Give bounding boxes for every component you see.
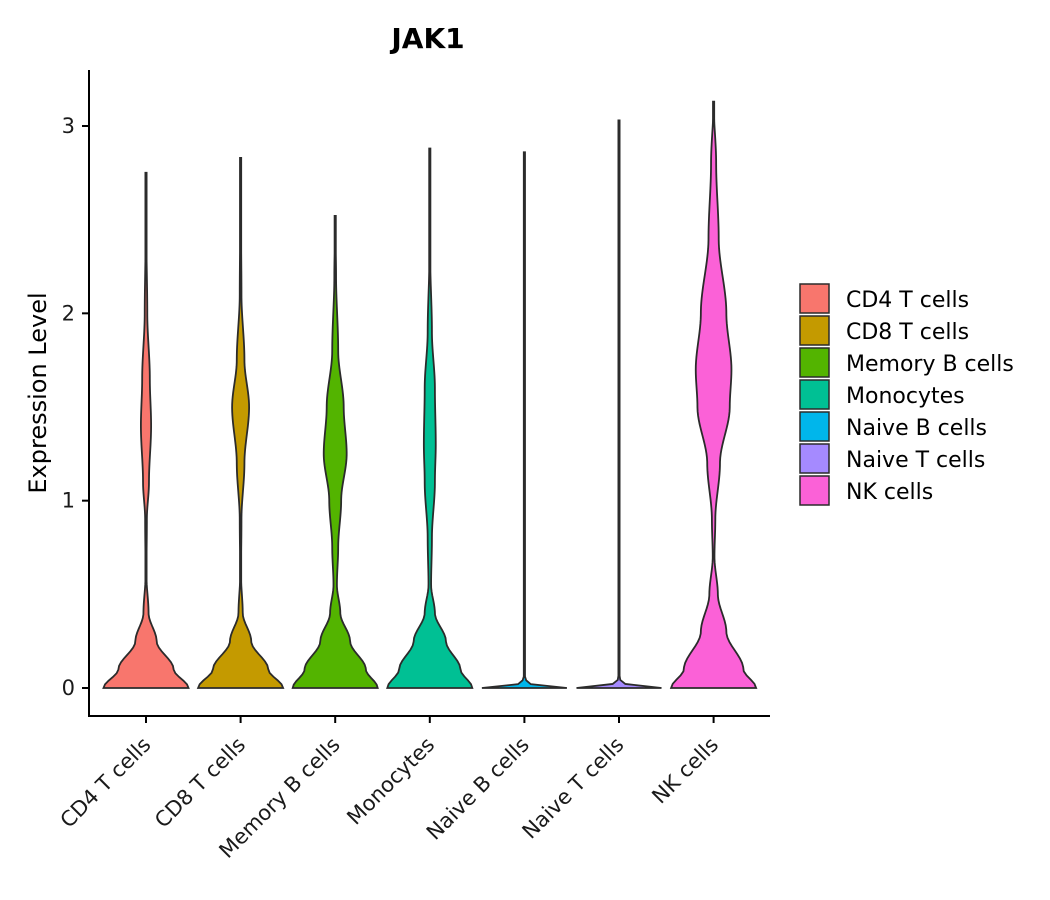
y-axis-title: Expression Level xyxy=(24,292,52,493)
y-tick-label: 0 xyxy=(62,676,75,700)
violin-naive-t-cells xyxy=(576,119,662,689)
x-tick-label-cd4-t-cells: CD4 T cells xyxy=(56,733,156,833)
chart-title: JAK1 xyxy=(389,22,464,55)
violin-monocytes xyxy=(386,147,474,689)
violin-nk-cells xyxy=(669,100,758,689)
x-tick-label-cd8-t-cells: CD8 T cells xyxy=(150,733,250,833)
violin-layer xyxy=(102,100,758,689)
legend: CD4 T cells CD8 T cells Memory B cells Mono… xyxy=(799,283,1014,506)
violin-memory-b-cells xyxy=(291,215,379,689)
legend-label-naive-b-cells: Naive B cells xyxy=(846,416,987,441)
x-tick-label-monocytes: Monocytes xyxy=(342,733,439,830)
legend-label-nk-cells: NK cells xyxy=(846,480,933,505)
legend-swatch-naive-b-cells xyxy=(799,411,830,442)
violin-cd4-t-cells xyxy=(102,171,190,689)
legend-swatch-cd8-t-cells xyxy=(799,315,830,346)
legend-swatch-monocytes xyxy=(799,379,830,410)
violin-cd8-t-cells xyxy=(196,156,285,689)
x-tick-label-naive-t-cells: Naive T cells xyxy=(518,733,629,844)
legend-label-cd4-t-cells: CD4 T cells xyxy=(846,288,969,313)
legend-swatch-memory-b-cells xyxy=(799,347,830,378)
y-tick-label: 2 xyxy=(62,301,75,325)
x-tick-label-nk-cells: NK cells xyxy=(647,733,723,809)
legend-swatch-naive-t-cells xyxy=(799,443,830,474)
violin-naive-b-cells xyxy=(481,151,567,689)
legend-swatch-cd4-t-cells xyxy=(799,283,830,314)
legend-swatch-nk-cells xyxy=(799,475,830,506)
legend-label-monocytes: Monocytes xyxy=(846,384,965,409)
legend-label-memory-b-cells: Memory B cells xyxy=(846,352,1014,377)
y-tick-label: 1 xyxy=(62,489,75,513)
y-tick-label: 3 xyxy=(62,114,75,138)
legend-label-naive-t-cells: Naive T cells xyxy=(846,448,985,473)
legend-label-cd8-t-cells: CD8 T cells xyxy=(846,320,969,345)
